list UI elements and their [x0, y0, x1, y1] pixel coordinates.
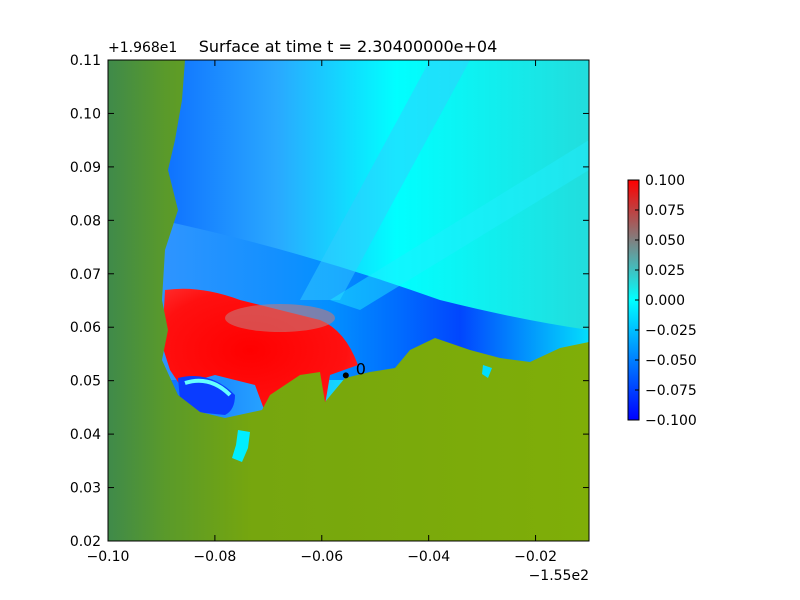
colorbar-tick-label: −0.025	[645, 323, 697, 339]
surface-field	[108, 60, 589, 541]
colorbar-tick-label: −0.050	[645, 353, 697, 369]
plot-frame	[107, 59, 590, 542]
cyan-pocket-ring	[184, 378, 232, 397]
x-offset-label: −1.55e2	[529, 568, 589, 584]
y-tick-label: 0.04	[70, 427, 101, 443]
water-cyan-ray	[300, 60, 470, 300]
gauge-label: 0	[356, 359, 366, 378]
y-tick-label: 0.08	[70, 213, 101, 229]
colorbar-tick-label: 0.025	[645, 263, 685, 279]
gauge-marker: 0	[342, 359, 366, 379]
y-tick-label: 0.06	[70, 320, 101, 336]
colorbar-tick-label: −0.075	[645, 383, 697, 399]
cyan-inlet-2	[482, 365, 492, 378]
x-tick-label: −0.06	[300, 549, 343, 565]
colorbar-ticks: 0.100 0.075 0.050 0.025 0.000 −0.025 −0.050 −0.…	[635, 173, 697, 429]
cyan-inlet	[232, 430, 250, 462]
colorbar-tick-label: 0.075	[645, 203, 685, 219]
grey-transition	[225, 304, 335, 332]
x-tick-label: −0.02	[514, 549, 557, 565]
colorbar-tick-label: 0.100	[645, 173, 685, 189]
land-mass	[108, 60, 589, 541]
y-tick-label: 0.02	[70, 534, 101, 550]
gauge-dot	[342, 372, 349, 379]
y-tick-label: 0.07	[70, 267, 101, 283]
x-tick-label: −0.04	[407, 549, 450, 565]
x-axis: −0.10 −0.08 −0.06 −0.04 −0.02	[87, 60, 557, 565]
colorbar-tick-label: 0.050	[645, 233, 685, 249]
x-tick-label: −0.10	[87, 549, 130, 565]
y-tick-label: 0.11	[70, 53, 101, 69]
colorbar-tick-label: 0.000	[645, 293, 685, 309]
colorbar: 0.100 0.075 0.050 0.025 0.000 −0.025 −0.050 −0.…	[627, 173, 697, 429]
colorbar-tick-label: −0.100	[645, 413, 697, 429]
y-axis: 0.02 0.03 0.04 0.05 0.06 0.07 0.08 0.09 0.10 0.11	[70, 53, 589, 550]
y-tick-label: 0.10	[70, 106, 101, 122]
x-tick-label: −0.08	[193, 549, 236, 565]
y-tick-label: 0.09	[70, 160, 101, 176]
y-offset-label: +1.968e1	[108, 40, 177, 56]
chart-title: Surface at time t = 2.30400000e+04	[199, 37, 498, 56]
y-tick-label: 0.03	[70, 481, 101, 497]
y-tick-label: 0.05	[70, 374, 101, 390]
water-cyan-ray-2	[330, 140, 589, 310]
